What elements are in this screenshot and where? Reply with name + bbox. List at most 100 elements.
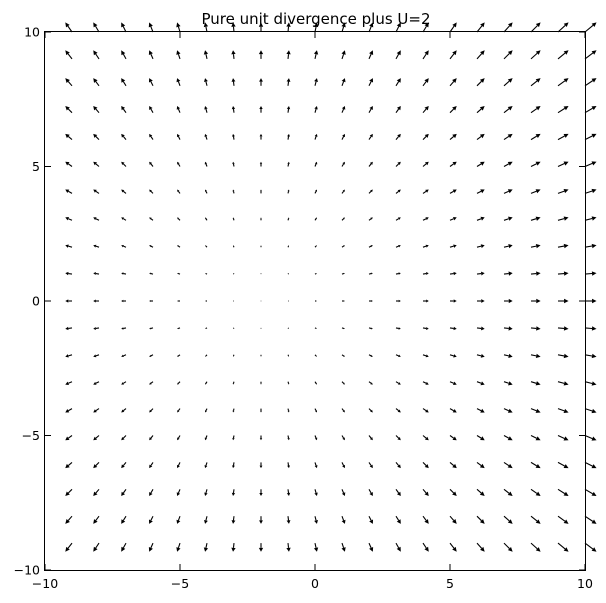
quiver-arrow-3--2 — [395, 354, 401, 358]
quiver-arrow--5-8 — [176, 78, 181, 86]
quiver-arrow-4--5 — [422, 435, 429, 441]
quiver-arrow--7--4 — [121, 408, 127, 413]
quiver-arrow-10--5 — [584, 434, 597, 441]
quiver-arrow-5-5 — [449, 161, 457, 167]
quiver-arrow--4-4 — [204, 189, 208, 194]
quiver-arrow-3--9 — [395, 542, 401, 552]
quiver-arrow-2--5 — [368, 435, 373, 441]
quiver-arrow-3-2 — [395, 244, 401, 248]
quiver-arrow-1-0 — [342, 300, 345, 302]
y-tick-label-0: −10 — [14, 563, 40, 578]
quiver-arrow--4--2 — [205, 354, 208, 357]
quiver-arrow-1-1 — [341, 272, 345, 275]
quiver-arrow-0--3 — [314, 381, 317, 385]
quiver-arrow-1-9 — [341, 50, 346, 60]
quiver-arrow-10-8 — [584, 78, 597, 87]
quiver-arrow--4-9 — [203, 50, 209, 60]
quiver-arrow-5--2 — [449, 354, 457, 358]
quiver-arrow--8-7 — [93, 105, 100, 114]
quiver-arrow--8--6 — [93, 462, 100, 469]
quiver-arrow--5--3 — [177, 381, 181, 385]
quiver-arrow-10--4 — [584, 408, 597, 414]
quiver-arrow--2-3 — [260, 217, 262, 221]
quiver-arrow-7-4 — [503, 189, 513, 194]
quiver-arrow--6--4 — [149, 408, 154, 413]
quiver-arrow--6-9 — [148, 50, 154, 60]
quiver-arrow-8--1 — [530, 326, 541, 331]
quiver-arrow-3-5 — [395, 161, 401, 167]
x-tick-label-2: 0 — [311, 576, 319, 591]
quiver-arrow-4-2 — [422, 244, 429, 248]
quiver-arrow-3--6 — [395, 462, 401, 469]
quiver-arrow--7-8 — [121, 78, 127, 87]
quiver-arrow--1--2 — [287, 354, 290, 357]
quiver-arrow-8-6 — [530, 133, 541, 141]
quiver-arrow-5--8 — [449, 515, 457, 524]
quiver-arrow-8-8 — [530, 78, 541, 87]
quiver-arrow-6-1 — [476, 271, 485, 276]
quiver-arrow--1-8 — [286, 78, 291, 86]
quiver-arrow-7-0 — [504, 298, 513, 304]
quiver-arrow--5--7 — [176, 489, 181, 497]
quiver-arrow--1--6 — [287, 462, 290, 469]
quiver-arrow-10-2 — [584, 243, 597, 249]
quiver-arrow--6--2 — [149, 354, 154, 357]
quiver-arrow--7--7 — [121, 488, 127, 497]
quiver-arrow-0--9 — [313, 542, 319, 552]
quiver-arrow-8--5 — [530, 435, 541, 441]
quiver-arrow--2--9 — [258, 543, 264, 552]
quiver-arrow-0--8 — [314, 516, 318, 524]
quiver-arrow--4--5 — [204, 435, 208, 441]
quiver-arrow--6--8 — [148, 515, 154, 524]
quiver-arrow--2-9 — [258, 50, 264, 59]
quiver-arrow--5-2 — [177, 245, 181, 248]
quiver-arrow--9-5 — [65, 161, 73, 167]
quiver-arrow--1-5 — [287, 161, 290, 167]
quiver-arrow-5-0 — [450, 299, 457, 303]
quiver-arrow--6-10 — [148, 22, 154, 33]
quiver-arrow-0-4 — [314, 189, 318, 194]
quiver-arrow--1-3 — [287, 217, 290, 221]
quiver-arrow--2-7 — [259, 105, 263, 113]
quiver-arrow-9-7 — [557, 105, 569, 114]
quiver-arrow-9-4 — [557, 189, 569, 194]
quiver-arrow-7-6 — [503, 133, 513, 141]
quiver-arrow-9-3 — [557, 216, 569, 221]
quiver-arrow-4-9 — [422, 50, 429, 60]
quiver-arrow--2-5 — [259, 161, 263, 167]
quiver-arrow-9-6 — [557, 133, 569, 141]
quiver-arrow--5-0 — [177, 300, 180, 302]
quiver-arrow-9--8 — [557, 515, 569, 524]
quiver-arrow-3-1 — [395, 272, 401, 275]
quiver-arrow-6-4 — [476, 189, 485, 194]
chart-title: Pure unit divergence plus U=2 — [201, 10, 430, 28]
quiver-arrow--6--7 — [149, 489, 154, 497]
quiver-arrow-5-8 — [449, 78, 457, 87]
quiver-arrow-4--4 — [422, 408, 429, 413]
quiver-arrow--8--2 — [93, 354, 100, 358]
quiver-arrow-0--4 — [314, 408, 318, 413]
quiver-arrow-2-1 — [368, 272, 373, 275]
quiver-arrow-6--2 — [476, 353, 485, 358]
quiver-arrow-7-3 — [503, 216, 513, 221]
quiver-arrow-10--7 — [584, 488, 597, 497]
quiver-arrow-2--6 — [368, 462, 373, 469]
quiver-arrow--6-2 — [149, 245, 154, 248]
quiver-arrow-2-4 — [368, 189, 373, 194]
quiver-arrow-4-6 — [422, 133, 429, 140]
quiver-arrow--1--1 — [287, 327, 289, 329]
quiver-arrow--5--8 — [176, 516, 181, 524]
quiver-arrow--7--6 — [121, 462, 127, 469]
quiver-arrow-10--9 — [584, 542, 597, 552]
quiver-arrow-4-1 — [422, 272, 429, 276]
quiver-arrow--4--7 — [204, 489, 208, 497]
quiver-arrow-10-4 — [584, 188, 597, 194]
quiver-arrow--8-1 — [93, 272, 100, 276]
quiver-arrow-6-6 — [476, 133, 485, 141]
quiver-arrow--1--7 — [286, 489, 291, 497]
quiver-arrow--2--6 — [259, 462, 263, 469]
quiver-arrow-7-5 — [503, 161, 513, 167]
quiver-arrow-0-9 — [313, 50, 319, 60]
quiver-arrow-1--2 — [341, 354, 345, 357]
quiver-arrow-1--3 — [341, 381, 345, 385]
